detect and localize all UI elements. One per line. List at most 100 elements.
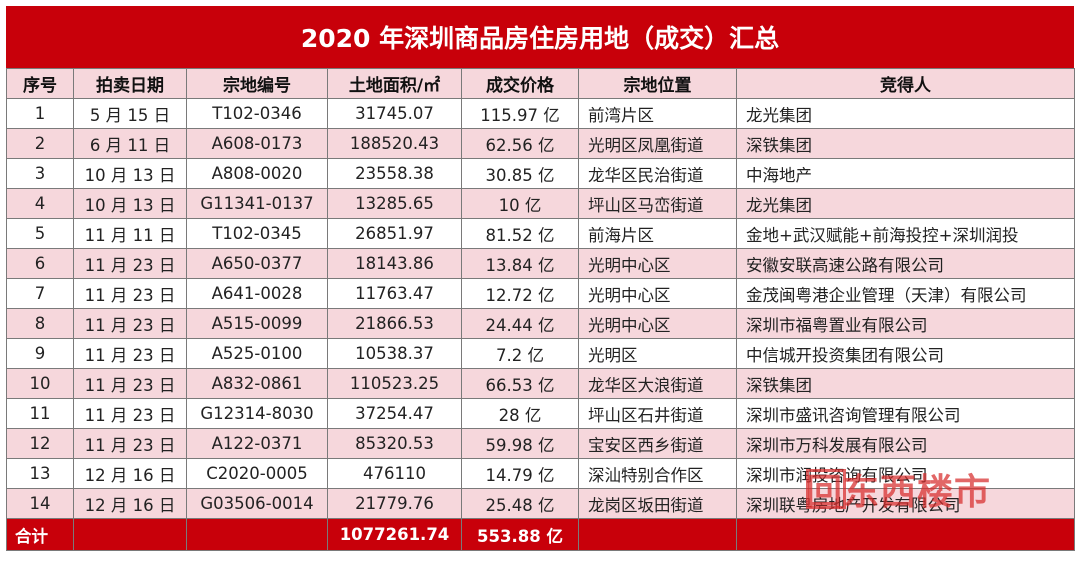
deal-price-cell: 13.84 亿 — [461, 248, 579, 279]
column-header-date: 拍卖日期 — [73, 68, 187, 99]
winning-bidder-cell: 金茂闽粤港企业管理（天津）有限公司 — [736, 278, 1075, 309]
parcel-location-cell: 龙华区民治街道 — [578, 158, 737, 189]
land-area-cell: 188520.43 — [327, 128, 462, 159]
total-empty-cell — [73, 518, 187, 551]
row-index-cell: 3 — [6, 158, 74, 189]
row-index-cell: 9 — [6, 338, 74, 369]
table-row: 4 10 月 13 日 G11341-0137 13285.65 10 亿坪山区马峦街道… — [6, 188, 1075, 219]
deal-price-cell: 25.48 亿 — [461, 488, 579, 519]
parcel-location-cell: 龙华区大浪街道 — [578, 368, 737, 399]
row-index-cell: 5 — [6, 218, 74, 249]
table-title: 2020 年深圳商品房住房用地（成交）汇总 — [6, 6, 1074, 68]
parcel-location-cell: 光明中心区 — [578, 278, 737, 309]
land-area-cell: 10538.37 — [327, 338, 462, 369]
total-area: 1077261.74 — [327, 518, 462, 551]
table-row: 14 12 月 16 日 G03506-0014 21779.76 25.48 亿龙岗区… — [6, 488, 1075, 519]
winning-bidder-cell: 安徽安联高速公路有限公司 — [736, 248, 1075, 279]
row-index-cell: 10 — [6, 368, 74, 399]
table-row: 9 11 月 23 日 A525-0100 10538.37 7.2 亿光明区 中信城开投… — [6, 338, 1075, 369]
auction-date-cell: 11 月 11 日 — [73, 218, 187, 249]
winning-bidder-cell: 金地+武汉赋能+前海投控+深圳润投 — [736, 218, 1075, 249]
land-summary-document: 2020 年深圳商品房住房用地（成交）汇总 序号 拍卖日期 宗地编号 土地面积/… — [6, 6, 1075, 551]
parcel-location-cell: 光明中心区 — [578, 248, 737, 279]
parcel-location-cell: 前湾片区 — [578, 98, 737, 129]
parcel-id-cell: T102-0346 — [186, 98, 328, 129]
parcel-id-cell: G12314-8030 — [186, 398, 328, 429]
land-area-cell: 21779.76 — [327, 488, 462, 519]
parcel-id-cell: A808-0020 — [186, 158, 328, 189]
winning-bidder-cell: 龙光集团 — [736, 188, 1075, 219]
auction-date-cell: 11 月 23 日 — [73, 308, 187, 339]
auction-date-cell: 5 月 15 日 — [73, 98, 187, 129]
table-row: 12 11 月 23 日 A122-0371 85320.53 59.98 亿宝安区西乡… — [6, 428, 1075, 459]
column-header-winner: 竞得人 — [736, 68, 1075, 99]
parcel-id-cell: A832-0861 — [186, 368, 328, 399]
deal-price-cell: 66.53 亿 — [461, 368, 579, 399]
auction-date-cell: 11 月 23 日 — [73, 338, 187, 369]
table-row: 13 12 月 16 日 C2020-0005 476110 14.79 亿深汕特别合作… — [6, 458, 1075, 489]
table-row: 10 11 月 23 日 A832-0861 110523.25 66.53 亿龙华区大… — [6, 368, 1075, 399]
row-index-cell: 6 — [6, 248, 74, 279]
parcel-id-cell: A641-0028 — [186, 278, 328, 309]
winning-bidder-cell: 深圳市润投咨询有限公司 — [736, 458, 1075, 489]
winning-bidder-cell: 深圳市福粤置业有限公司 — [736, 308, 1075, 339]
table-row: 3 10 月 13 日 A808-0020 23558.38 30.85 亿龙华区民治街… — [6, 158, 1075, 189]
parcel-id-cell: G03506-0014 — [186, 488, 328, 519]
auction-date-cell: 10 月 13 日 — [73, 188, 187, 219]
total-empty-cell — [186, 518, 328, 551]
row-index-cell: 12 — [6, 428, 74, 459]
table-row: 6 11 月 23 日 A650-0377 18143.86 13.84 亿光明中心区安… — [6, 248, 1075, 279]
land-area-cell: 21866.53 — [327, 308, 462, 339]
winning-bidder-cell: 中信城开投资集团有限公司 — [736, 338, 1075, 369]
auction-date-cell: 12 月 16 日 — [73, 458, 187, 489]
row-index-cell: 8 — [6, 308, 74, 339]
parcel-id-cell: A525-0100 — [186, 338, 328, 369]
table-row: 7 11 月 23 日 A641-0028 11763.47 12.72 亿光明中心区金… — [6, 278, 1075, 309]
winning-bidder-cell: 深铁集团 — [736, 368, 1075, 399]
row-index-cell: 13 — [6, 458, 74, 489]
watermark-logo-icon — [806, 469, 846, 509]
land-area-cell: 18143.86 — [327, 248, 462, 279]
auction-date-cell: 10 月 13 日 — [73, 158, 187, 189]
parcel-location-cell: 龙岗区坂田街道 — [578, 488, 737, 519]
parcel-location-cell: 深汕特别合作区 — [578, 458, 737, 489]
total-empty-cell — [578, 518, 737, 551]
row-index-cell: 1 — [6, 98, 74, 129]
table-row: 5 11 月 11 日 T102-0345 26851.97 81.52 亿前海片区 金地… — [6, 218, 1075, 249]
winning-bidder-cell: 龙光集团 — [736, 98, 1075, 129]
deal-price-cell: 28 亿 — [461, 398, 579, 429]
row-index-cell: 4 — [6, 188, 74, 219]
auction-date-cell: 11 月 23 日 — [73, 248, 187, 279]
table-row: 8 11 月 23 日 A515-0099 21866.53 24.44 亿光明中心区深… — [6, 308, 1075, 339]
total-price: 553.88 亿 — [461, 518, 579, 551]
winning-bidder-cell: 中海地产 — [736, 158, 1075, 189]
parcel-id-cell: T102-0345 — [186, 218, 328, 249]
row-index-cell: 2 — [6, 128, 74, 159]
watermark-text: 回东西楼市 — [806, 472, 992, 513]
deal-price-cell: 12.72 亿 — [461, 278, 579, 309]
column-header-parcel-id: 宗地编号 — [186, 68, 328, 99]
total-label: 合计 — [6, 518, 74, 551]
row-index-cell: 14 — [6, 488, 74, 519]
auction-date-cell: 12 月 16 日 — [73, 488, 187, 519]
parcel-location-cell: 光明中心区 — [578, 308, 737, 339]
parcel-id-cell: C2020-0005 — [186, 458, 328, 489]
deal-price-cell: 24.44 亿 — [461, 308, 579, 339]
column-header-location: 宗地位置 — [578, 68, 737, 99]
land-area-cell: 13285.65 — [327, 188, 462, 219]
parcel-location-cell: 光明区 — [578, 338, 737, 369]
deal-price-cell: 7.2 亿 — [461, 338, 579, 369]
deal-price-cell: 14.79 亿 — [461, 458, 579, 489]
column-header-index: 序号 — [6, 68, 74, 99]
land-area-cell: 31745.07 — [327, 98, 462, 129]
winning-bidder-cell: 深圳联粤房地产开发有限公司 — [736, 488, 1075, 519]
land-area-cell: 85320.53 — [327, 428, 462, 459]
parcel-location-cell: 坪山区石井街道 — [578, 398, 737, 429]
auction-date-cell: 11 月 23 日 — [73, 278, 187, 309]
land-area-cell: 23558.38 — [327, 158, 462, 189]
winning-bidder-cell: 深铁集团 — [736, 128, 1075, 159]
table-header-row: 序号 拍卖日期 宗地编号 土地面积/㎡ 成交价格 宗地位置 竞得人 — [6, 68, 1075, 99]
total-empty-cell — [736, 518, 1075, 551]
land-area-cell: 11763.47 — [327, 278, 462, 309]
